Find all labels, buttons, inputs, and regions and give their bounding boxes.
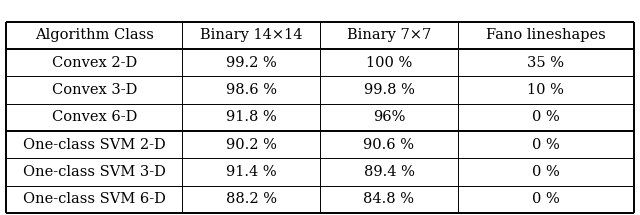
- Text: Convex 2-D: Convex 2-D: [52, 55, 137, 69]
- Text: 0 %: 0 %: [532, 138, 559, 152]
- Text: 35 %: 35 %: [527, 55, 564, 69]
- Text: Convex 6-D: Convex 6-D: [52, 110, 137, 124]
- Text: 96%: 96%: [373, 110, 405, 124]
- Text: 0 %: 0 %: [532, 110, 559, 124]
- Text: 99.2 %: 99.2 %: [226, 55, 276, 69]
- Text: 90.2 %: 90.2 %: [225, 138, 276, 152]
- Text: 99.8 %: 99.8 %: [364, 83, 415, 97]
- Text: One-class SVM 3-D: One-class SVM 3-D: [23, 165, 166, 179]
- Text: 0 %: 0 %: [532, 192, 559, 206]
- Text: Algorithm Class: Algorithm Class: [35, 28, 154, 42]
- Text: 100 %: 100 %: [366, 55, 412, 69]
- Text: 90.6 %: 90.6 %: [364, 138, 415, 152]
- Text: 91.4 %: 91.4 %: [226, 165, 276, 179]
- Text: 98.6 %: 98.6 %: [225, 83, 276, 97]
- Text: 84.8 %: 84.8 %: [364, 192, 415, 206]
- Text: 10 %: 10 %: [527, 83, 564, 97]
- Text: One-class SVM 6-D: One-class SVM 6-D: [23, 192, 166, 206]
- Text: Binary 14×14: Binary 14×14: [200, 28, 302, 42]
- Text: 0 %: 0 %: [532, 165, 559, 179]
- Text: Binary 7×7: Binary 7×7: [347, 28, 431, 42]
- Text: 88.2 %: 88.2 %: [225, 192, 276, 206]
- Text: 89.4 %: 89.4 %: [364, 165, 415, 179]
- Text: 91.8 %: 91.8 %: [226, 110, 276, 124]
- Text: Convex 3-D: Convex 3-D: [52, 83, 137, 97]
- Text: Fano lineshapes: Fano lineshapes: [486, 28, 605, 42]
- Text: One-class SVM 2-D: One-class SVM 2-D: [23, 138, 166, 152]
